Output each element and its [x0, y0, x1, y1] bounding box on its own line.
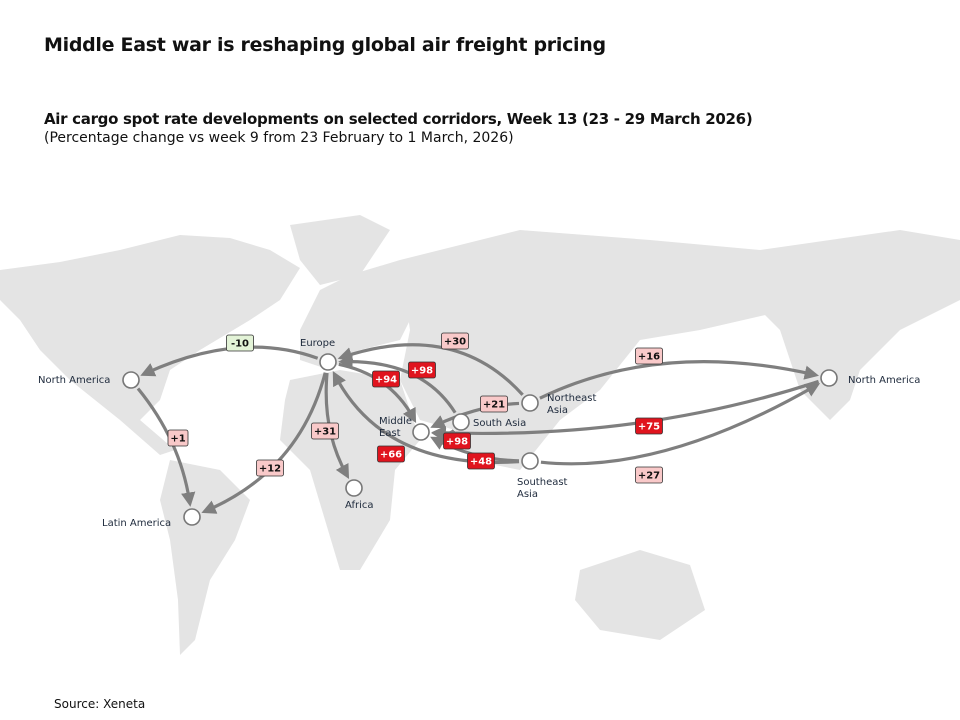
region-node-europe	[319, 353, 337, 371]
change-badge: +27	[635, 466, 663, 484]
region-label: Latin America	[102, 518, 171, 529]
change-value: +1	[170, 434, 185, 445]
corridor-arrow	[201, 372, 327, 514]
change-value: +48	[470, 457, 492, 468]
region-node-nea	[521, 394, 539, 412]
region-label: North America	[38, 375, 110, 386]
region-node-latam	[183, 508, 201, 526]
change-value: +27	[638, 471, 660, 482]
change-value: +66	[380, 450, 402, 461]
change-value: -10	[231, 339, 249, 350]
region-node-africa	[345, 479, 363, 497]
page-title: Middle East war is reshaping global air …	[44, 34, 606, 56]
change-badge: +21	[480, 395, 508, 413]
region-node-na_e	[820, 369, 838, 387]
region-node-sea	[521, 452, 539, 470]
change-value: +21	[483, 400, 505, 411]
corridor-arrow	[431, 379, 820, 441]
land-masses	[0, 215, 960, 655]
change-badge: -10	[226, 334, 254, 352]
corridor-arrow	[540, 383, 821, 466]
change-badge: +75	[635, 417, 663, 435]
change-badge: +98	[443, 432, 471, 450]
change-value: +75	[638, 422, 660, 433]
change-badge: +12	[256, 459, 284, 477]
change-value: +31	[314, 427, 336, 438]
corridor-arrow	[430, 401, 520, 429]
corridor-arrow	[539, 360, 820, 400]
change-value: +94	[375, 375, 397, 386]
region-label: Asia	[547, 405, 568, 416]
chart-subtitle: Air cargo spot rate developments on sele…	[44, 110, 753, 128]
region-label: South Asia	[473, 418, 526, 429]
asia-land	[400, 230, 840, 470]
region-label: East	[379, 428, 401, 439]
change-badge: +66	[377, 445, 405, 463]
change-badge: +1	[167, 429, 189, 447]
region-label: Africa	[345, 500, 374, 511]
change-badges: -10+1+12+31+30+98+94+21+98+48+66+16+75+2…	[167, 332, 663, 484]
change-value: +98	[446, 437, 468, 448]
region-label: Middle	[379, 416, 412, 427]
region-label: North America	[848, 375, 920, 386]
change-value: +16	[638, 352, 660, 363]
source-note: Source: Xeneta	[54, 697, 146, 711]
region-node-na_w	[122, 371, 140, 389]
change-badge: +30	[441, 332, 469, 350]
south-america-land	[160, 460, 250, 655]
north-america-land	[0, 235, 300, 455]
change-value: +30	[444, 337, 466, 348]
region-label: Northeast	[547, 393, 596, 404]
australia-land	[575, 550, 705, 640]
region-node-sa	[452, 413, 470, 431]
change-value: +12	[259, 464, 281, 475]
region-label: Asia	[517, 489, 538, 500]
greenland-land	[290, 215, 390, 285]
change-badge: +94	[372, 370, 400, 388]
region-node-me	[412, 423, 430, 441]
change-badge: +31	[311, 422, 339, 440]
change-badge: +48	[467, 452, 495, 470]
chart-note: (Percentage change vs week 9 from 23 Feb…	[44, 130, 514, 146]
change-badge: +98	[408, 361, 436, 379]
change-badge: +16	[635, 347, 663, 365]
region-label: Southeast	[517, 477, 568, 488]
region-nodes: Europe North America Latin America Africa Mi…	[38, 338, 920, 529]
region-label: Europe	[300, 338, 335, 349]
change-value: +98	[411, 366, 433, 377]
europe-land	[300, 260, 420, 370]
africa-land	[280, 370, 420, 570]
